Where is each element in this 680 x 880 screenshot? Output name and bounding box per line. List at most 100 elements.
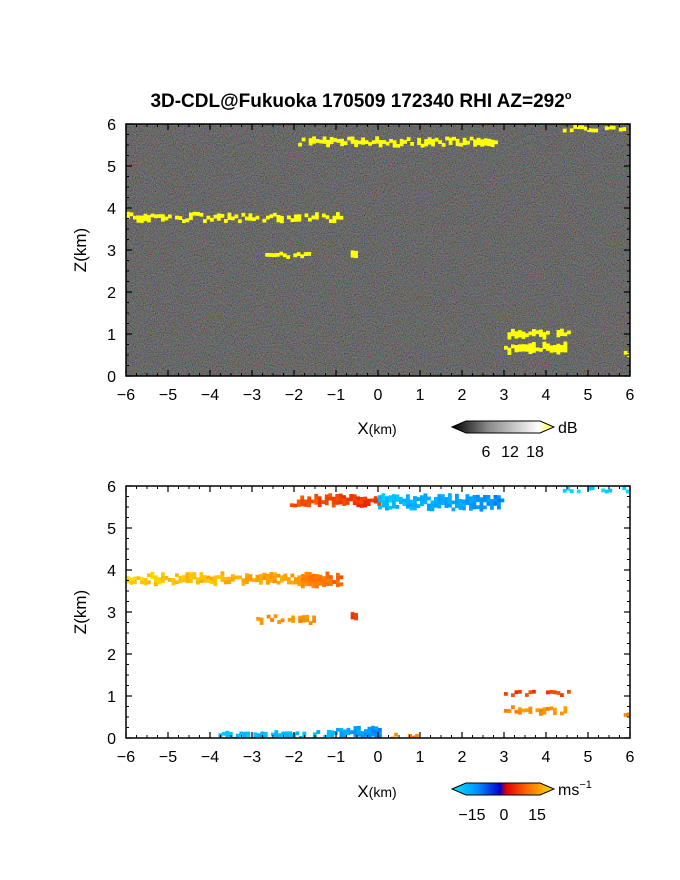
- velocity-echo-pixel: [293, 503, 298, 508]
- intensity-echo-pixel: [354, 254, 358, 259]
- velocity-echo-pixel: [329, 582, 333, 586]
- velocity-echo-pixel: [528, 706, 533, 711]
- velocity-echo-pixel: [273, 614, 278, 619]
- velocity-echo-pixel: [366, 502, 371, 506]
- intensity-y-tick-label: 5: [107, 159, 116, 176]
- velocity-echo-pixel: [291, 619, 295, 623]
- intensity-xlabel-main: X: [357, 419, 368, 438]
- velocity-echo-pixel: [483, 495, 487, 499]
- velocity-panel: −6 −5 −4 −3 −2 −1 0 1 2 3 4 5 6 0 1 2 3 4 5 6 X(km) Z(km) m…: [71, 479, 635, 824]
- velocity-echo-pixel: [490, 506, 494, 510]
- intensity-y-tick-label: 6: [107, 117, 116, 134]
- intensity-echo-pixel: [136, 218, 141, 223]
- velocity-echo-pixel: [377, 502, 382, 506]
- velocity-echo-pixel: [525, 693, 529, 697]
- velocity-echo-pixel: [413, 496, 417, 500]
- intensity-x-tick-label: −4: [201, 387, 219, 404]
- velocity-echo-pixel: [231, 577, 235, 582]
- intensity-echo-pixel: [514, 331, 519, 336]
- velocity-echo-pixel: [231, 574, 235, 578]
- intensity-echo-pixel: [556, 347, 561, 351]
- velocity-echo-pixel: [542, 707, 547, 712]
- velocity-echo-pixel: [462, 506, 466, 511]
- velocity-echo-pixel: [420, 498, 424, 503]
- velocity-echo-pixel: [150, 575, 155, 579]
- velocity-echo-pixel: [310, 499, 315, 504]
- intensity-echo-pixel: [319, 139, 323, 144]
- intensity-echo-pixel: [473, 139, 477, 144]
- velocity-echo-pixel: [289, 503, 294, 508]
- velocity-echo-pixel: [331, 496, 336, 501]
- intensity-echo-pixel: [329, 219, 333, 223]
- intensity-echo-pixel: [532, 332, 536, 337]
- velocity-echo-pixel: [339, 728, 344, 732]
- intensity-echo-pixel: [354, 143, 358, 148]
- velocity-echo-pixel: [353, 726, 358, 730]
- velocity-echo-pixel: [331, 500, 336, 504]
- intensity-x-axis-label: X(km): [357, 419, 396, 438]
- velocity-echo-pixel: [566, 487, 571, 491]
- intensity-echo-pixel: [227, 212, 232, 217]
- intensity-echo-pixel: [514, 334, 519, 339]
- velocity-echo-pixel: [301, 581, 305, 585]
- intensity-echo-pixel: [455, 142, 460, 147]
- velocity-echo-pixel: [518, 710, 522, 715]
- velocity-echo-pixel: [321, 500, 326, 504]
- intensity-x-tick-label: 3: [500, 387, 509, 404]
- velocity-echo-pixel: [308, 572, 312, 576]
- velocity-echo-pixel: [277, 620, 281, 624]
- intensity-colorbar: dB 6 12 18: [450, 420, 578, 461]
- velocity-echo-pixel: [423, 500, 428, 505]
- velocity-echo-pixel: [129, 577, 134, 582]
- velocity-echo-pixel: [455, 497, 459, 502]
- intensity-echo-pixel: [490, 139, 495, 144]
- intensity-echo-pixel: [238, 219, 242, 224]
- intensity-echo-pixel: [532, 345, 536, 350]
- intensity-echo-feature: [298, 136, 498, 148]
- velocity-echo-pixel: [381, 496, 386, 501]
- velocity-echo-pixel: [381, 493, 386, 498]
- velocity-echo-pixel: [280, 575, 284, 580]
- intensity-echo-pixel: [164, 216, 169, 221]
- velocity-echo-pixel: [472, 505, 477, 510]
- intensity-echo-pixel: [248, 213, 253, 218]
- velocity-echo-pixel: [308, 621, 313, 626]
- intensity-echo-pixel: [462, 137, 467, 142]
- intensity-echo-pixel: [525, 344, 529, 349]
- velocity-x-tick-label: −4: [201, 749, 219, 766]
- intensity-echo-pixel: [525, 347, 529, 352]
- intensity-echo-pixel: [276, 215, 281, 219]
- velocity-echo-pixel: [189, 579, 193, 583]
- velocity-echo-pixel: [322, 576, 326, 580]
- velocity-plot-background: [126, 486, 630, 738]
- intensity-echo-pixel: [473, 142, 477, 147]
- velocity-echo-pixel: [315, 574, 319, 578]
- velocity-echo-pixel: [549, 706, 554, 711]
- velocity-echo-pixel: [288, 734, 293, 738]
- intensity-echo-pixel: [385, 141, 390, 146]
- intensity-echo-pixel: [431, 139, 435, 143]
- velocity-echo-pixel: [342, 498, 347, 503]
- velocity-echo-pixel: [627, 712, 630, 717]
- intensity-echo-pixel: [189, 212, 193, 217]
- velocity-echo-pixel: [245, 576, 249, 581]
- velocity-echo-pixel: [318, 574, 323, 579]
- velocity-echo-pixel: [357, 729, 361, 734]
- intensity-echo-pixel: [361, 140, 365, 145]
- velocity-echo-pixel: [371, 729, 375, 734]
- velocity-echo-pixel: [542, 710, 547, 715]
- intensity-echo-pixel: [396, 143, 400, 148]
- intensity-x-tick-label: −1: [327, 387, 345, 404]
- velocity-echo-pixel: [311, 580, 316, 585]
- velocity-echo-pixel: [161, 579, 165, 584]
- intensity-echo-pixel: [296, 252, 301, 256]
- intensity-echo-pixel: [528, 346, 533, 351]
- velocity-colorbar-unit: ms: [558, 782, 579, 799]
- velocity-echo-pixel: [185, 579, 190, 584]
- velocity-echo-pixel: [290, 573, 295, 578]
- velocity-echo-pixel: [385, 503, 389, 507]
- intensity-echo-feature: [126, 211, 344, 224]
- velocity-y-tick-label: 4: [107, 563, 116, 580]
- velocity-echo-pixel: [352, 497, 357, 502]
